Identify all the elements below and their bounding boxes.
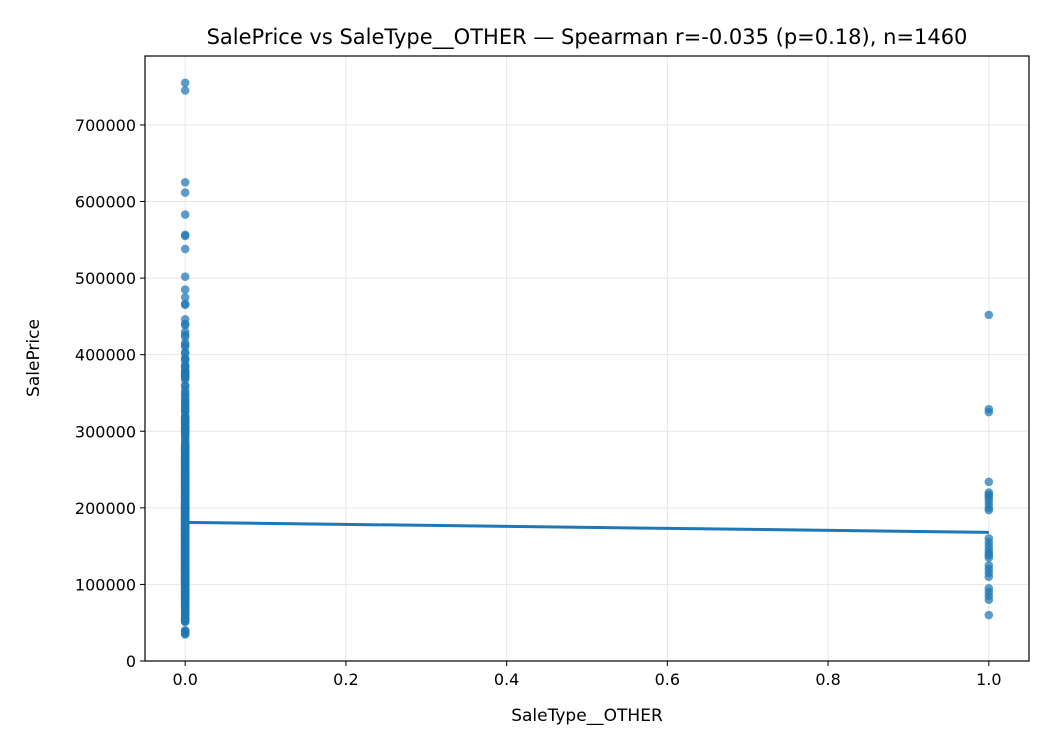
x-tick-label: 0.6 (655, 670, 680, 689)
data-point (180, 78, 190, 88)
data-point (984, 553, 994, 562)
y-tick-label: 300000 (75, 422, 136, 441)
x-tick-label: 0.0 (172, 670, 197, 689)
y-axis-label: SalePrice (24, 319, 44, 397)
data-point (984, 572, 994, 582)
data-point (984, 477, 994, 487)
data-point (180, 210, 190, 219)
data-point (180, 86, 190, 95)
data-points (180, 78, 994, 639)
y-tick-label: 0 (126, 652, 136, 671)
x-tick-label: 0.4 (494, 670, 519, 689)
data-point (180, 231, 190, 241)
trend-line (185, 520, 989, 534)
x-tick-label: 0.8 (815, 670, 840, 689)
data-point (180, 617, 190, 627)
data-point (180, 629, 190, 639)
chart-title: SalePrice vs SaleType__OTHER — Spearman … (207, 25, 968, 50)
data-point (180, 320, 190, 330)
data-point (180, 292, 190, 302)
data-point (180, 188, 190, 197)
data-point (180, 244, 190, 254)
x-axis-label: SaleType__OTHER (511, 706, 663, 726)
plot-frame (144, 55, 1030, 662)
data-point (180, 178, 190, 187)
data-point (984, 310, 994, 320)
data-point (984, 595, 994, 605)
x-tick-label: 1.0 (976, 670, 1001, 689)
data-point (984, 407, 994, 417)
data-point (984, 610, 994, 620)
data-point (180, 272, 190, 281)
y-tick-label: 200000 (75, 499, 136, 518)
y-axis-ticks: 0 100000 200000 300000 400000 500000 600000 700… (75, 116, 145, 671)
y-tick-label: 400000 (75, 346, 136, 365)
grid-lines (145, 56, 1029, 662)
y-tick-label: 100000 (75, 575, 136, 594)
data-point (180, 300, 190, 310)
trend-line-group (185, 520, 989, 534)
data-point (984, 505, 994, 515)
data-point (180, 332, 190, 342)
x-axis-ticks: 0.0 0.2 0.4 0.6 0.8 1.0 (172, 661, 1002, 689)
x-tick-label: 0.2 (333, 670, 358, 689)
y-tick-label: 500000 (75, 269, 136, 288)
y-tick-label: 600000 (75, 193, 136, 212)
data-point (180, 285, 190, 294)
y-tick-label: 700000 (75, 116, 136, 135)
